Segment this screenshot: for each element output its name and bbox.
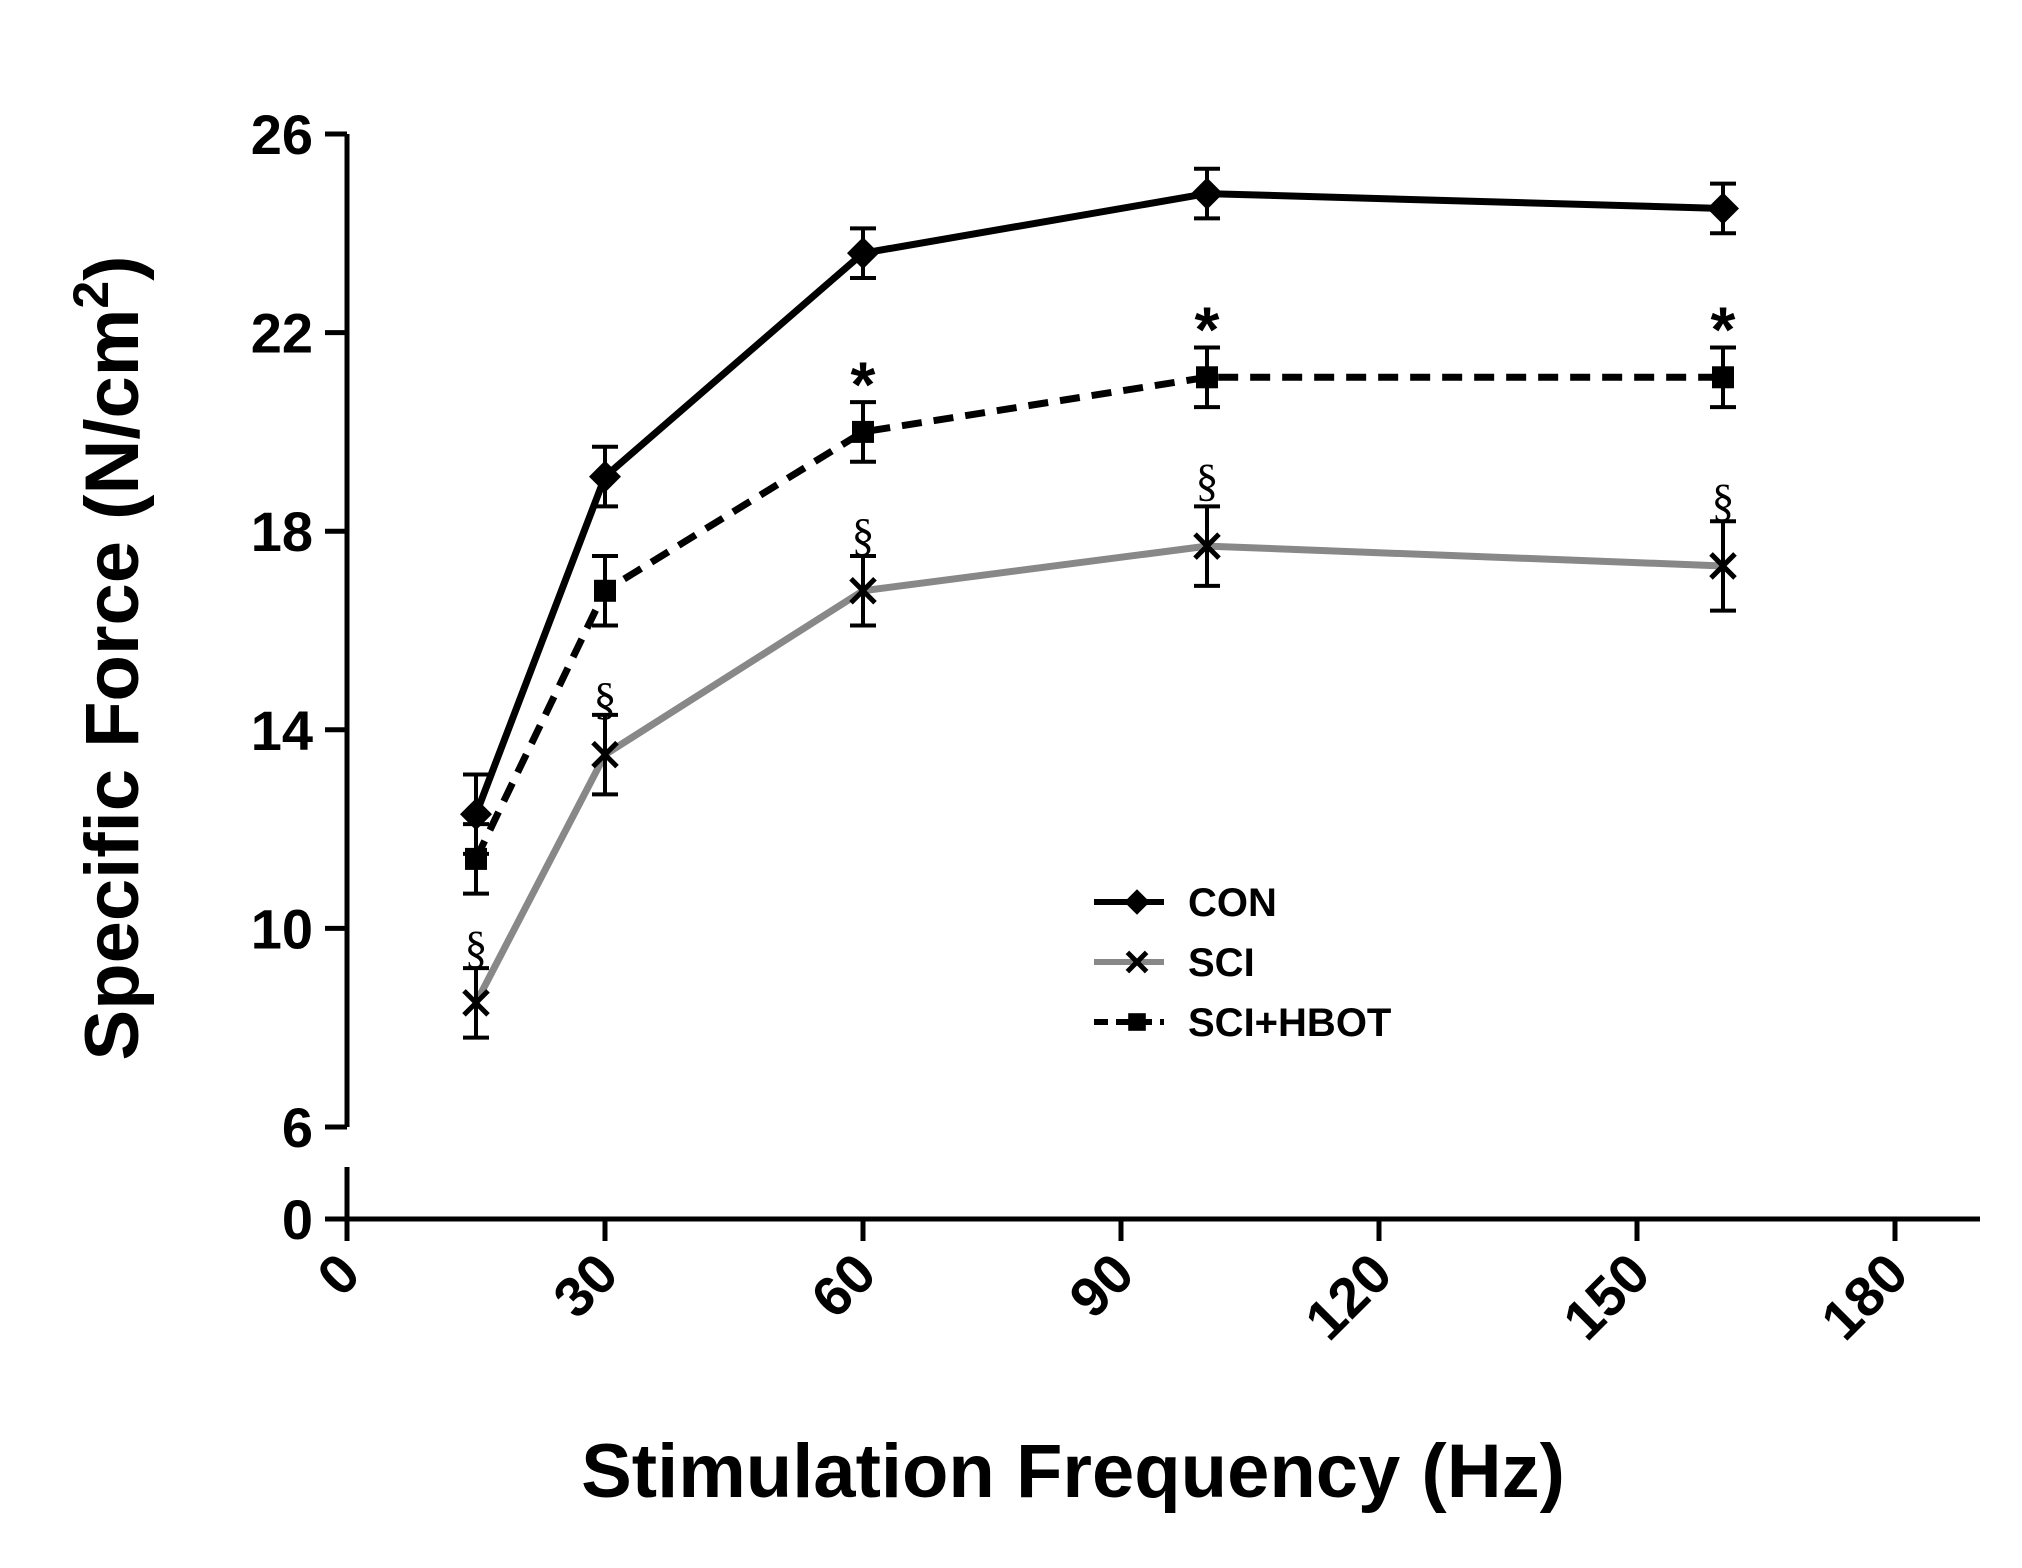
- marker-x-stroke: [1709, 552, 1737, 580]
- legend: CON SCI SCI+HBOT: [1094, 881, 1391, 1045]
- significance-section: §: [1196, 455, 1219, 506]
- marker-x-stroke: [462, 989, 490, 1017]
- significance-star: *: [1195, 294, 1220, 366]
- y-tick-label: 6: [282, 1096, 313, 1159]
- y-axis-title-main: Specific Force (N/cm: [70, 309, 155, 1061]
- marker-x-stroke: [1125, 950, 1149, 974]
- legend-entry-con: CON: [1094, 881, 1277, 925]
- marker-diamond: [589, 460, 621, 493]
- legend-label: SCI+HBOT: [1188, 1001, 1391, 1045]
- y-tick-label: 18: [251, 500, 313, 563]
- series-con: [460, 166, 1739, 856]
- y-tick-label: 14: [251, 699, 313, 762]
- y-axis-title-close: ): [70, 256, 155, 281]
- marker-square: [1128, 1013, 1146, 1031]
- legend-label: SCI: [1188, 941, 1255, 985]
- series-line: [472, 542, 1724, 1005]
- marker-x: [1709, 552, 1737, 580]
- x-tick-label: 60: [799, 1241, 888, 1330]
- series-layer: [460, 166, 1739, 1040]
- x-tick-label: 30: [541, 1241, 630, 1330]
- significance-star: *: [1711, 294, 1736, 366]
- marker-x-stroke: [1193, 532, 1221, 560]
- marker-diamond: [1124, 889, 1150, 915]
- significance-section: §: [465, 921, 488, 972]
- marker-square: [1196, 366, 1218, 389]
- marker-x: [849, 577, 877, 605]
- significance-section: §: [594, 673, 617, 724]
- x-tick-label: 0: [305, 1241, 372, 1308]
- y-axis-title: Specific Force (N/cm2): [63, 256, 155, 1061]
- y-tick-label: 26: [251, 103, 313, 166]
- marker-x: [1193, 532, 1221, 560]
- x-tick-label: 90: [1057, 1241, 1146, 1330]
- marker-diamond: [847, 237, 879, 270]
- y-tick-label: 0: [282, 1188, 313, 1251]
- marker-x: [462, 989, 490, 1017]
- x-axis-title: Stimulation Frequency (Hz): [581, 1429, 1565, 1514]
- x-tick-label: 150: [1551, 1241, 1662, 1352]
- y-axis-title-sup: 2: [63, 281, 119, 309]
- marker-x: [591, 740, 619, 769]
- y-tick-label: 22: [251, 302, 313, 365]
- significance-section: §: [1712, 474, 1735, 525]
- marker-diamond: [1191, 177, 1223, 210]
- marker-square: [852, 420, 874, 443]
- marker-square: [594, 579, 616, 602]
- series-line: [472, 373, 1723, 861]
- significance-section: §: [852, 509, 875, 560]
- marker-diamond: [1707, 192, 1739, 225]
- marker-x-stroke: [849, 577, 877, 605]
- marker-x: [1125, 950, 1149, 974]
- series-sci-hbot: [463, 345, 1736, 896]
- x-tick-label: 180: [1809, 1241, 1920, 1352]
- marker-diamond: [460, 798, 492, 831]
- legend-label: CON: [1188, 881, 1277, 925]
- x-tick-label: 120: [1293, 1241, 1404, 1352]
- legend-entry-sci-hbot: SCI+HBOT: [1094, 1001, 1391, 1045]
- legend-entry-sci: SCI: [1094, 941, 1255, 985]
- marker-square: [1712, 366, 1734, 389]
- series-sci: [462, 504, 1737, 1040]
- marker-x-stroke: [591, 740, 619, 769]
- y-tick-label: 10: [251, 897, 313, 960]
- annotation-layer: * * * § § § § §: [465, 294, 1736, 973]
- significance-star: *: [851, 348, 876, 420]
